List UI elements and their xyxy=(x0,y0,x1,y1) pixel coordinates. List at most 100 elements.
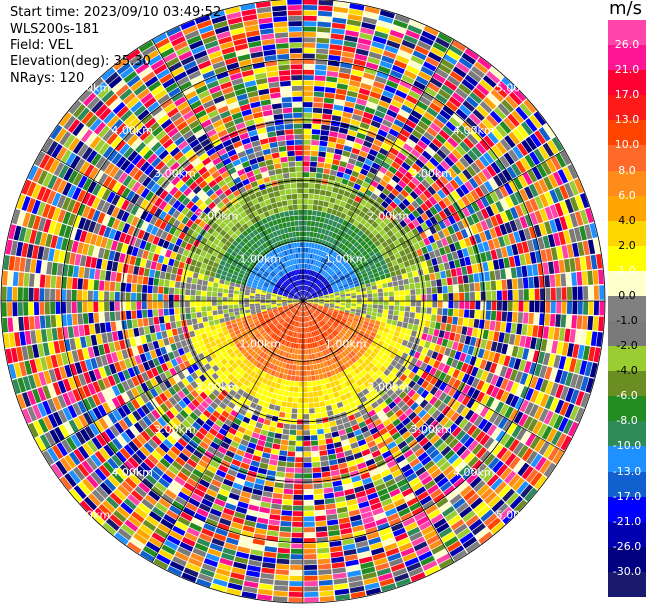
velocity-gate xyxy=(217,446,228,455)
velocity-gate xyxy=(511,345,519,358)
velocity-gate xyxy=(315,526,328,532)
velocity-gate xyxy=(265,335,271,341)
velocity-gate xyxy=(213,397,222,406)
velocity-gate xyxy=(324,323,330,329)
velocity-gate xyxy=(367,304,373,308)
velocity-gate xyxy=(291,308,296,313)
velocity-gate xyxy=(351,475,362,483)
velocity-gate xyxy=(395,379,404,387)
velocity-gate xyxy=(327,524,340,531)
velocity-gate xyxy=(348,251,355,258)
velocity-gate xyxy=(551,340,559,354)
velocity-gate xyxy=(313,483,323,489)
velocity-gate xyxy=(402,517,416,527)
velocity-gate xyxy=(71,350,80,363)
velocity-gate xyxy=(213,314,219,320)
velocity-gate xyxy=(304,327,307,333)
velocity-gate xyxy=(254,320,260,326)
velocity-gate xyxy=(150,377,159,387)
velocity-gate xyxy=(283,315,288,320)
velocity-gate xyxy=(388,266,395,273)
velocity-gate xyxy=(328,174,336,182)
velocity-gate xyxy=(174,365,182,374)
velocity-gate xyxy=(190,389,199,399)
velocity-gate xyxy=(282,396,288,402)
velocity-gate xyxy=(406,65,420,75)
velocity-gate xyxy=(412,429,422,439)
velocity-gate xyxy=(336,373,342,380)
velocity-gate xyxy=(526,264,533,277)
velocity-gate xyxy=(297,332,300,338)
velocity-gate xyxy=(324,355,330,361)
velocity-gate xyxy=(304,311,306,317)
velocity-gate xyxy=(322,258,327,264)
velocity-gate xyxy=(405,119,417,129)
velocity-gate xyxy=(530,472,543,487)
velocity-gate xyxy=(324,377,330,384)
velocity-gate xyxy=(150,333,158,342)
velocity-gate xyxy=(326,76,338,83)
velocity-gate xyxy=(92,345,100,357)
velocity-gate xyxy=(299,311,301,317)
velocity-gate xyxy=(87,383,97,396)
velocity-gate xyxy=(403,368,412,377)
velocity-gate xyxy=(401,161,411,171)
velocity-gate xyxy=(305,274,308,280)
velocity-gate xyxy=(312,123,321,130)
velocity-gate xyxy=(465,514,480,527)
velocity-gate xyxy=(398,179,407,189)
velocity-gate xyxy=(353,530,366,538)
velocity-gate xyxy=(318,200,324,206)
velocity-gate xyxy=(313,295,318,298)
velocity-gate xyxy=(135,396,145,407)
velocity-gate xyxy=(425,280,432,288)
velocity-gate xyxy=(476,505,491,518)
velocity-gate xyxy=(378,166,388,175)
velocity-gate xyxy=(303,31,316,38)
velocity-gate xyxy=(308,299,314,301)
velocity-gate xyxy=(335,361,341,368)
velocity-gate xyxy=(425,219,433,228)
velocity-gate xyxy=(218,427,228,436)
velocity-gate xyxy=(487,517,502,531)
velocity-gate xyxy=(337,132,347,140)
velocity-gate xyxy=(111,397,121,409)
velocity-gate xyxy=(498,332,505,343)
velocity-gate xyxy=(516,346,524,359)
velocity-gate xyxy=(405,29,421,40)
velocity-gate xyxy=(314,353,319,359)
velocity-gate xyxy=(119,447,131,460)
velocity-gate xyxy=(523,361,532,374)
velocity-gate xyxy=(292,397,298,403)
velocity-gate xyxy=(435,68,449,79)
velocity-gate xyxy=(509,206,519,219)
velocity-gate xyxy=(519,188,529,202)
velocity-gate xyxy=(202,316,209,323)
velocity-gate xyxy=(73,375,82,388)
velocity-gate xyxy=(232,516,245,525)
velocity-gate xyxy=(244,411,253,419)
velocity-gate xyxy=(252,385,259,392)
velocity-gate xyxy=(352,347,359,354)
velocity-gate xyxy=(313,347,317,354)
velocity-gate xyxy=(260,320,266,325)
velocity-gate xyxy=(242,525,255,533)
velocity-gate xyxy=(309,281,313,287)
velocity-gate xyxy=(208,483,220,493)
velocity-gate xyxy=(411,443,422,453)
velocity-gate xyxy=(295,332,298,338)
velocity-gate xyxy=(109,311,116,322)
velocity-gate xyxy=(564,198,574,214)
velocity-gate xyxy=(285,412,292,419)
velocity-gate xyxy=(180,339,188,348)
velocity-gate xyxy=(249,499,261,507)
velocity-gate xyxy=(74,361,83,375)
velocity-gate xyxy=(52,382,62,396)
velocity-gate xyxy=(569,196,580,212)
velocity-gate xyxy=(275,471,285,478)
velocity-gate xyxy=(307,303,312,307)
velocity-gate xyxy=(335,279,341,284)
velocity-gate xyxy=(459,104,472,116)
velocity-gate xyxy=(360,218,367,226)
velocity-gate xyxy=(316,233,321,239)
